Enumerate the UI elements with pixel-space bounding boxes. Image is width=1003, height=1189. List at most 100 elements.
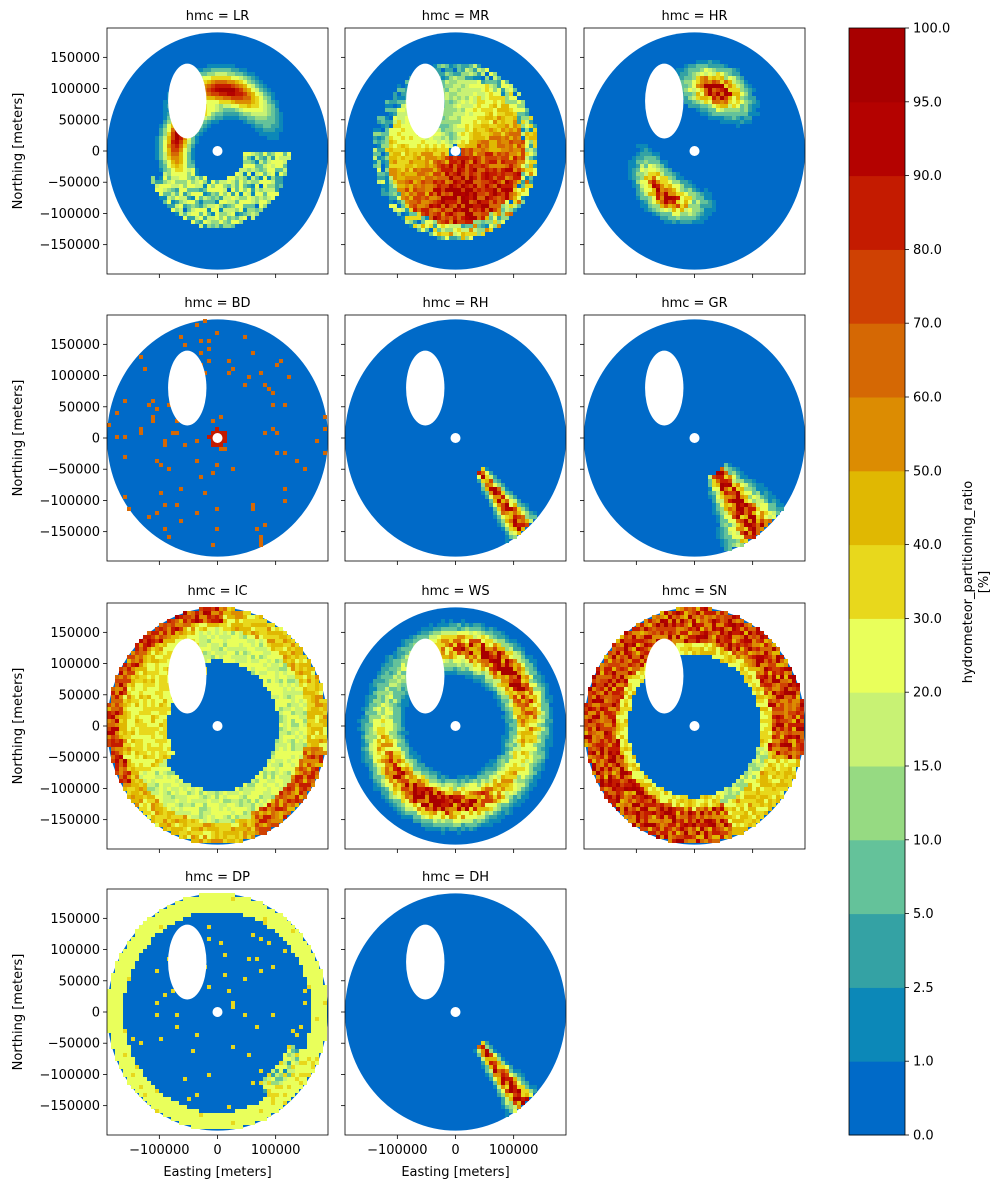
heatmap-cell — [167, 152, 171, 156]
heatmap-cell — [275, 795, 279, 799]
heatmap-cell — [744, 519, 748, 523]
heatmap-cell — [151, 791, 155, 795]
heatmap-cell — [676, 72, 680, 76]
heatmap-cell — [728, 108, 732, 112]
heatmap-cell — [445, 184, 449, 188]
heatmap-cell — [199, 224, 203, 228]
heatmap-cell — [151, 775, 155, 779]
heatmap-cell — [449, 72, 453, 76]
heatmap-cell — [501, 495, 505, 499]
heatmap-cell — [147, 711, 151, 715]
heatmap-cell — [700, 220, 704, 224]
heatmap-cell — [449, 84, 453, 88]
heatmap-cell — [680, 192, 684, 196]
heatmap-cell — [287, 671, 291, 675]
heatmap-cell — [445, 236, 449, 240]
heatmap-cell — [111, 695, 115, 699]
heatmap-cell — [223, 803, 227, 807]
heatmap-cell — [517, 192, 521, 196]
heatmap-cell — [441, 144, 445, 148]
heatmap-cell — [243, 787, 247, 791]
heatmap-cell — [275, 188, 279, 192]
heatmap-cell — [505, 184, 509, 188]
heatmap-cell — [473, 140, 477, 144]
heatmap-cell — [481, 483, 485, 487]
heatmap-cell — [529, 176, 533, 180]
heatmap-cell — [191, 156, 195, 160]
heatmap-cell — [163, 691, 167, 695]
heatmap-cell — [247, 164, 251, 168]
heatmap-cell — [275, 639, 279, 643]
heatmap-cell — [513, 168, 517, 172]
heatmap-cell — [123, 683, 127, 687]
heatmap-cell — [279, 184, 283, 188]
heatmap-cell — [263, 811, 267, 815]
heatmap-cell — [215, 839, 219, 843]
heatmap-cell — [207, 108, 211, 112]
heatmap-cell — [131, 659, 135, 663]
heatmap-cell — [449, 228, 453, 232]
heatmap-cell — [473, 88, 477, 92]
heatmap-cell — [219, 108, 223, 112]
heatmap-cell — [648, 148, 652, 152]
heatmap-cell — [151, 719, 155, 723]
heatmap-cell — [728, 503, 732, 507]
heatmap-cell — [271, 196, 275, 200]
heatmap-cell — [131, 671, 135, 675]
heatmap-cell — [485, 144, 489, 148]
heatmap-cell — [409, 220, 413, 224]
heatmap-cell — [445, 144, 449, 148]
heatmap-cell — [223, 220, 227, 224]
heatmap-cell — [159, 795, 163, 799]
heatmap-cell — [433, 208, 437, 212]
heatmap-cell — [131, 763, 135, 767]
heatmap-cell — [251, 212, 255, 216]
heatmap-cell — [139, 731, 143, 735]
heatmap-cell — [123, 663, 127, 667]
heatmap-cell — [728, 507, 732, 511]
heatmap-cell — [267, 779, 271, 783]
heatmap-cell — [684, 200, 688, 204]
heatmap-cell — [449, 136, 453, 140]
heatmap-cell — [155, 136, 159, 140]
heatmap-cell — [259, 659, 263, 663]
heatmap-cell — [271, 803, 275, 807]
heatmap-cell — [441, 140, 445, 144]
heatmap-cell — [263, 775, 267, 779]
heatmap-cell — [159, 783, 163, 787]
panel-rh: hmc = RH — [341, 296, 567, 565]
heatmap-cell — [756, 507, 760, 511]
heatmap-cell — [147, 515, 151, 519]
heatmap-cell — [724, 104, 728, 108]
heatmap-cell — [271, 92, 275, 96]
heatmap-cell — [159, 803, 163, 807]
heatmap-cell — [465, 212, 469, 216]
heatmap-cell — [167, 196, 171, 200]
heatmap-cell — [139, 759, 143, 763]
heatmap-cell — [143, 655, 147, 659]
heatmap-cell — [720, 116, 724, 120]
heatmap-cell — [151, 783, 155, 787]
heatmap-cell — [445, 156, 449, 160]
heatmap-cell — [489, 475, 493, 479]
heatmap-cell — [385, 160, 389, 164]
heatmap-cell — [279, 124, 283, 128]
heatmap-cell — [259, 164, 263, 168]
heatmap-cell — [461, 148, 465, 152]
heatmap-cell — [163, 667, 167, 671]
heatmap-cell — [255, 667, 259, 671]
heatmap-cell — [243, 635, 247, 639]
heatmap-cell — [708, 108, 712, 112]
heatmap-cell — [425, 180, 429, 184]
heatmap-cell — [227, 196, 231, 200]
heatmap-cell — [131, 779, 135, 783]
heatmap-cell — [163, 124, 167, 128]
heatmap-cell — [409, 140, 413, 144]
heatmap-cell — [271, 427, 275, 431]
heatmap-cell — [247, 831, 251, 835]
heatmap-cell — [183, 807, 187, 811]
heatmap-cell — [267, 627, 271, 631]
heatmap-cell — [127, 507, 131, 511]
heatmap-cell — [227, 807, 231, 811]
heatmap-cell — [123, 787, 127, 791]
